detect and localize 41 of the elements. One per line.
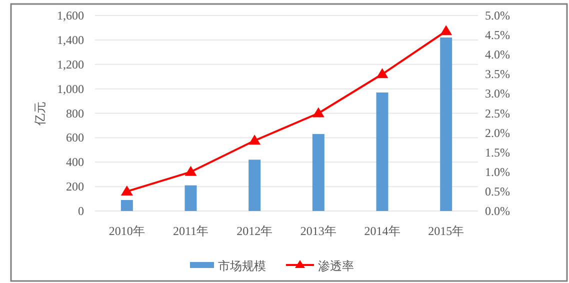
x-tick-label: 2014年 [364, 224, 400, 238]
x-tick-label: 2011年 [172, 224, 209, 238]
point [184, 166, 197, 176]
y2-tick-label: 2.0% [485, 126, 510, 140]
y2-tick-label: 3.5% [485, 67, 510, 82]
y-tick-label: 0 [78, 204, 84, 218]
point [120, 185, 133, 196]
y2-tick-label: 2.5% [485, 106, 510, 120]
point [248, 134, 261, 145]
y-tick-label: 1,000 [57, 82, 84, 96]
y-tick-label: 200 [66, 180, 84, 194]
bar [312, 134, 324, 211]
y2-tick-label: 5.0% [485, 8, 510, 22]
x-tick-label: 2010年 [108, 224, 145, 238]
bar [184, 185, 197, 211]
y2-tick-label: 1.0% [485, 164, 510, 179]
x-tick-label: 2015年 [428, 224, 464, 238]
y-tick-label: 400 [66, 155, 84, 170]
y-tick-label: 1,400 [57, 32, 84, 47]
bar [440, 37, 452, 211]
y-tick-label: 800 [66, 106, 84, 120]
bar [248, 160, 261, 211]
y2-tick-label: 1.5% [485, 145, 510, 160]
y2-tick-label: 4.0% [485, 48, 510, 62]
y2-tick-label: 0.5% [485, 184, 510, 198]
bar [376, 92, 388, 211]
y-tick-label: 1,200 [57, 57, 84, 72]
point [376, 68, 388, 78]
y2-tick-label: 0.0% [485, 204, 510, 218]
y-tick-label: 600 [66, 130, 84, 145]
y2-tick-label: 3.0% [485, 86, 510, 101]
legend-label: 渗透率 [318, 259, 354, 273]
x-tick-label: 2013年 [300, 224, 336, 238]
x-tick-label: 2012年 [236, 224, 273, 238]
y2-tick-label: 4.5% [485, 28, 510, 42]
y-tick-label: 1,600 [57, 8, 84, 22]
legend-label: 市场规模 [218, 259, 266, 273]
y-axis-title: 亿元 [33, 101, 47, 126]
bar [120, 200, 133, 211]
point [312, 107, 324, 118]
point [440, 25, 452, 36]
